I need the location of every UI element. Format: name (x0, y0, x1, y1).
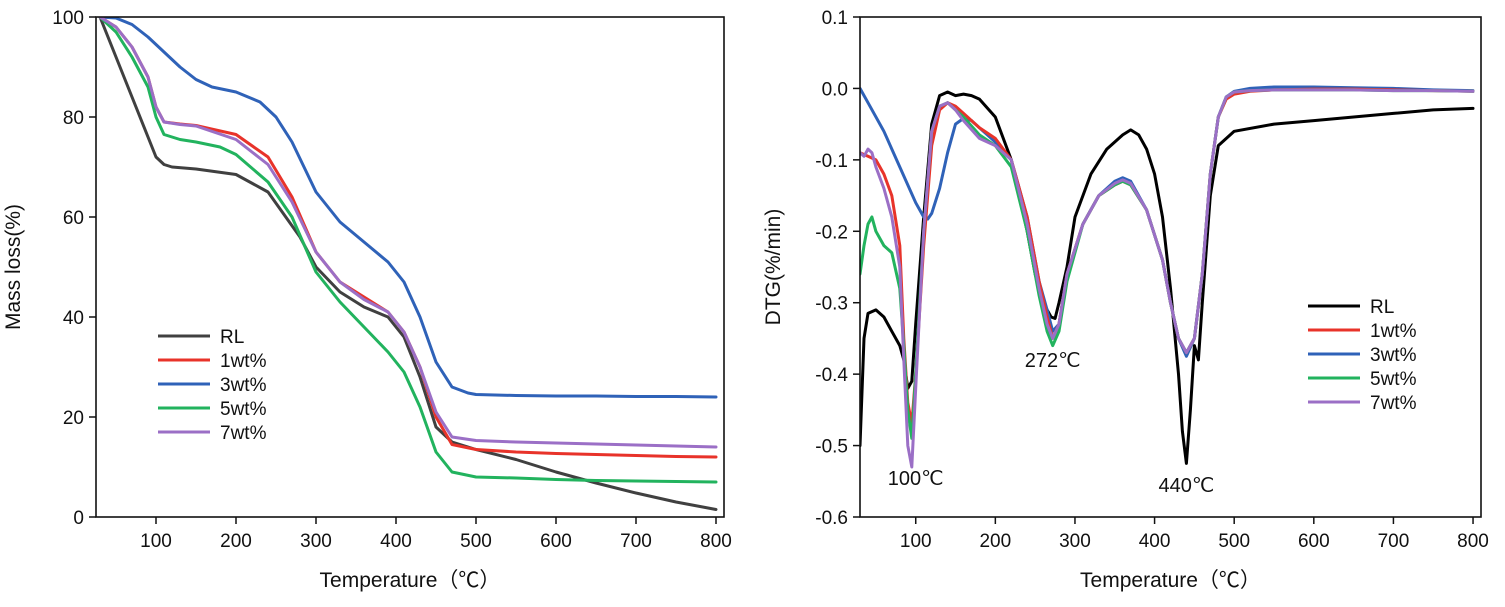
dtg-y-tick-label: 0.0 (822, 79, 848, 100)
dtg-legend-label-rl: RL (1370, 297, 1394, 318)
dtg-legend-label-7wtpct: 7wt% (1370, 393, 1417, 414)
tg-series-5wtpct (98, 17, 718, 484)
tg-series-1wtpct (98, 17, 718, 459)
dtg-plot-frame (859, 16, 1482, 518)
tg-x-tick-label: 300 (300, 531, 332, 552)
tg-legend: RL 1wt% 3wt% 5wt% 7wt% (158, 327, 267, 444)
tg-x-tick-label: 800 (700, 531, 732, 552)
dtg-legend-label-5wtpct: 5wt% (1370, 369, 1417, 390)
tg-legend-label-3wtpct: 3wt% (220, 375, 267, 396)
dtg-x-tick-label: 500 (1218, 531, 1250, 552)
tg-y-tick-label: 80 (63, 108, 84, 129)
tg-y-tick-label: 60 (63, 208, 84, 229)
tg-y-axis-label: Mass loss(%) (2, 204, 25, 330)
tg-x-tick-label: 400 (380, 531, 412, 552)
tg-x-tick-label: 700 (620, 531, 652, 552)
dtg-legend-label-1wtpct: 1wt% (1370, 321, 1417, 342)
dtg-x-tick-label: 400 (1139, 531, 1171, 552)
dtg-x-tick-label: 300 (1059, 531, 1091, 552)
dtg-legend: RL 1wt% 3wt% 5wt% 7wt% (1308, 297, 1417, 414)
dtg-y-tick-label: -0.5 (815, 437, 848, 458)
dtg-chart: 100 200 300 400 500 600 700 800 0.1 0.0 -0.1 -0.2 -0… (762, 8, 1489, 592)
dtg-series-7wtpct (860, 88, 1475, 469)
tg-series-3wtpct (98, 17, 718, 399)
dtg-annotation-440: 440℃ (1159, 475, 1215, 497)
dtg-annotation-100: 100℃ (888, 468, 944, 490)
dtg-series-group (860, 85, 1475, 469)
tg-series-group (98, 17, 718, 511)
tg-y-tick-label: 0 (73, 508, 84, 529)
tg-series-7wtpct (98, 17, 718, 449)
dtg-x-axis-label: Temperature（℃） (1080, 569, 1261, 592)
dtg-annotation-272: 272℃ (1025, 350, 1081, 372)
tg-chart: 100 200 300 400 500 600 700 800 0 20 40 60 80 100 Temp… (2, 8, 732, 592)
tg-series-rl (98, 17, 718, 511)
tg-y-tick-label: 100 (52, 8, 84, 29)
tg-plot-frame (95, 16, 725, 518)
tg-legend-label-5wtpct: 5wt% (220, 399, 267, 420)
tg-x-tick-label: 200 (220, 531, 252, 552)
tg-x-tick-label: 600 (540, 531, 572, 552)
dtg-y-tick-label: -0.2 (815, 222, 848, 243)
tg-legend-label-rl: RL (220, 327, 244, 348)
dtg-y-tick-label: -0.3 (815, 294, 848, 315)
dtg-x-tick-label: 200 (979, 531, 1011, 552)
dtg-y-axis-label: DTG(%/min) (762, 209, 785, 326)
tg-x-tick-label: 500 (460, 531, 492, 552)
dtg-series-rl (860, 90, 1475, 465)
dtg-y-tick-label: 0.1 (822, 8, 848, 29)
tg-y-tick-label: 40 (63, 308, 84, 329)
tg-legend-label-7wtpct: 7wt% (220, 423, 267, 444)
dtg-y-tick-label: -0.1 (815, 151, 848, 172)
dtg-legend-label-3wtpct: 3wt% (1370, 345, 1417, 366)
dtg-x-tick-label: 700 (1378, 531, 1410, 552)
tg-x-tick-label: 100 (140, 531, 172, 552)
tg-legend-label-1wtpct: 1wt% (220, 351, 267, 372)
dtg-y-tick-label: -0.4 (815, 365, 848, 386)
dtg-x-tick-label: 800 (1457, 531, 1489, 552)
dtg-x-tick-label: 100 (900, 531, 932, 552)
dtg-x-tick-label: 600 (1298, 531, 1330, 552)
tg-x-axis-label: Temperature（℃） (320, 569, 501, 592)
tg-y-tick-label: 20 (63, 408, 84, 429)
dtg-y-tick-label: -0.6 (815, 508, 848, 529)
